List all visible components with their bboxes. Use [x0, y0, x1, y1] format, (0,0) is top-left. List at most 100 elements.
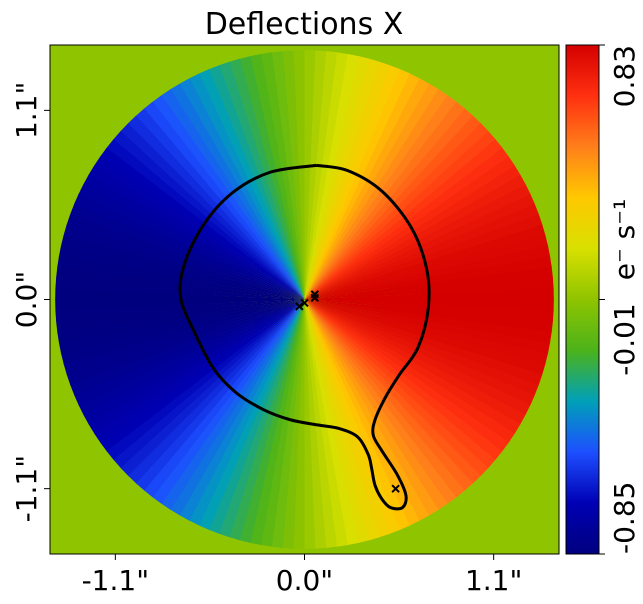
field-wedge	[83, 299, 305, 425]
marker-x	[300, 298, 309, 308]
field-wedge	[304, 50, 327, 300]
field-wedge	[169, 83, 305, 300]
field-wedge	[304, 64, 400, 300]
x-tick-label: 1.1"	[465, 564, 522, 597]
plot-area	[50, 45, 559, 554]
colorbar-tick-label: -0.85	[608, 482, 641, 554]
field-wedge	[304, 53, 359, 300]
field-wedge	[120, 299, 305, 477]
field-wedge	[99, 147, 305, 300]
field-wedge	[304, 299, 440, 516]
field-wedge	[304, 299, 549, 365]
field-wedge	[304, 115, 481, 300]
field-wedge	[218, 61, 305, 300]
field-wedge	[304, 299, 503, 460]
field-wedge	[189, 299, 305, 526]
colorbar-tick-label: -0.01	[608, 303, 641, 375]
field-wedge	[304, 51, 338, 300]
field-wedge	[74, 299, 305, 406]
field-wedge	[304, 299, 430, 521]
field-wedge	[304, 78, 430, 300]
field-wedge	[144, 299, 305, 498]
field-wedge	[304, 299, 531, 415]
colorbar	[565, 44, 600, 555]
field-wedge	[304, 299, 401, 534]
field-wedge	[161, 299, 305, 511]
x-tick-label: -1.1"	[82, 564, 150, 597]
chart-title: Deflections X	[205, 7, 404, 42]
field-wedge	[208, 65, 305, 300]
critical-curve	[178, 163, 431, 511]
field-wedge	[304, 299, 526, 425]
field-wedge	[78, 184, 305, 300]
deflection-field	[55, 50, 554, 549]
field-wedge	[304, 299, 370, 543]
marker-x	[391, 484, 400, 493]
field-wedge	[303, 50, 316, 300]
y-tick-label: 1.1"	[10, 82, 43, 139]
field-wedge	[304, 138, 503, 300]
field-wedge	[78, 299, 305, 416]
field-wedge	[304, 68, 410, 300]
field-wedge	[304, 299, 457, 504]
field-wedge	[304, 299, 552, 343]
field-wedge	[304, 299, 411, 530]
field-wedge	[304, 147, 509, 300]
field-wedge	[304, 55, 370, 300]
field-wedge	[304, 299, 489, 476]
field-wedge	[304, 88, 448, 300]
field-wedge	[93, 156, 305, 300]
field-wedge	[304, 130, 496, 300]
field-wedge	[113, 299, 305, 469]
field-wedge	[83, 174, 305, 300]
field-wedge	[239, 56, 305, 300]
colorbar-tick-label: 0.83	[608, 45, 641, 107]
field-wedge	[229, 299, 305, 541]
field-wedge	[282, 299, 305, 549]
field-wedge	[198, 69, 305, 300]
field-wedge	[199, 299, 305, 531]
field-wedge	[304, 299, 510, 452]
x-tick-label: 0.0"	[276, 564, 333, 597]
field-wedge	[304, 299, 543, 385]
field-wedge	[63, 299, 305, 376]
field-wedge	[304, 122, 489, 300]
field-wedge	[250, 299, 305, 546]
field-wedge	[61, 299, 305, 365]
field-wedge	[304, 299, 551, 354]
field-wedge	[304, 299, 482, 484]
field-wedge	[94, 299, 305, 444]
field-wedge	[179, 78, 305, 300]
marker-x	[295, 302, 304, 311]
field-wedge	[106, 139, 305, 300]
field-wedge	[304, 299, 536, 405]
field-wedge	[271, 299, 305, 548]
field-wedge	[179, 299, 305, 521]
field-wedge	[304, 299, 540, 395]
field-wedge	[304, 73, 420, 300]
field-wedge	[209, 299, 305, 535]
field-wedge	[261, 299, 305, 547]
field-wedge	[304, 58, 380, 300]
y-tick-label: 0.0"	[10, 271, 43, 328]
field-wedge	[304, 299, 496, 468]
marker-x	[310, 293, 320, 302]
y-tick-label: -1.1"	[10, 455, 43, 523]
field-wedge	[304, 108, 473, 300]
field-wedge	[66, 299, 305, 386]
field-wedge	[304, 299, 546, 375]
field-wedge	[170, 299, 305, 516]
field-wedge	[304, 52, 348, 300]
field-wedge	[69, 204, 305, 300]
field-wedge	[70, 299, 305, 396]
field-wedge	[152, 299, 305, 505]
field-wedge	[73, 194, 305, 300]
field-wedge	[304, 299, 381, 541]
y-axis: 1.1" 0.0" -1.1"	[10, 82, 50, 523]
x-axis: -1.1" 0.0" 1.1"	[82, 554, 522, 597]
field-wedge	[304, 299, 521, 434]
field-wedge	[228, 58, 305, 300]
field-wedge	[219, 299, 305, 538]
field-wedge	[293, 299, 306, 549]
